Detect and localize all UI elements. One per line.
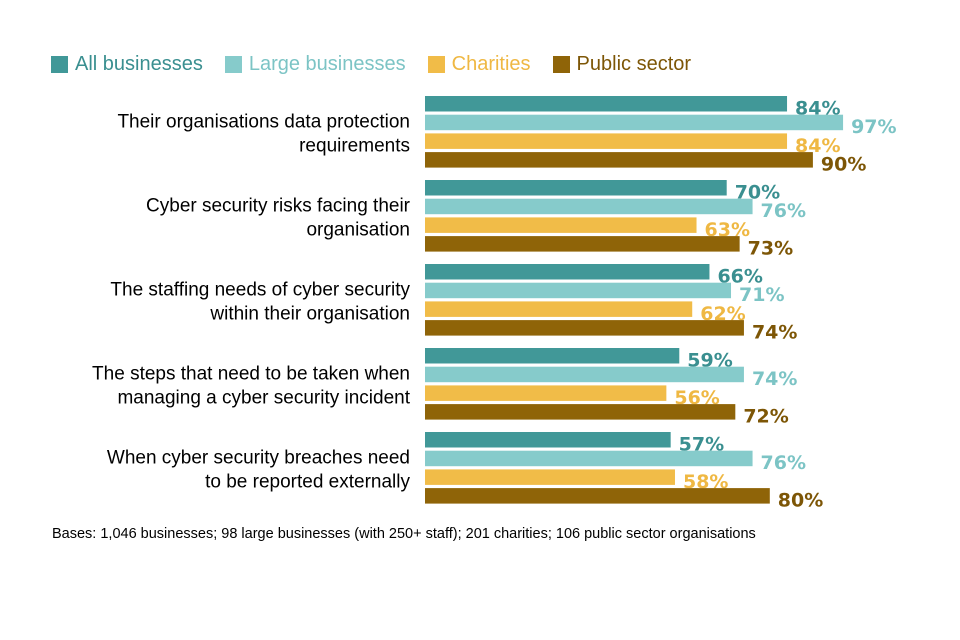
bar-all-businesses bbox=[425, 264, 710, 280]
data-label: 90% bbox=[821, 154, 866, 176]
data-label: 73% bbox=[748, 238, 793, 260]
bar-public-sector bbox=[425, 236, 740, 252]
data-label: 84% bbox=[795, 98, 840, 120]
legend-label: Large businesses bbox=[248, 53, 406, 75]
legend-item-public-sector: Public sector bbox=[552, 53, 692, 76]
data-label: 97% bbox=[851, 116, 896, 138]
data-label: 72% bbox=[743, 406, 788, 428]
bar-charities bbox=[425, 469, 675, 485]
legend-item-large-businesses: Large businesses bbox=[224, 53, 406, 76]
bar-public-sector bbox=[425, 152, 813, 168]
bar-public-sector bbox=[425, 320, 744, 336]
data-label: 62% bbox=[700, 303, 745, 325]
legend: All businesses Large businesses Charities P… bbox=[51, 53, 713, 76]
data-label: 74% bbox=[752, 368, 797, 390]
bar-charities bbox=[425, 301, 693, 317]
bar-large-businesses bbox=[425, 282, 732, 299]
data-label: 63% bbox=[705, 219, 750, 241]
legend-swatch bbox=[552, 56, 570, 73]
data-label: 80% bbox=[778, 490, 823, 512]
bar-public-sector bbox=[425, 488, 770, 504]
bar-large-businesses bbox=[425, 366, 744, 383]
footnote: Bases: 1,046 businesses; 98 large busine… bbox=[52, 526, 756, 542]
data-label: 84% bbox=[795, 135, 840, 157]
category-label: The steps that need to be taken when mana… bbox=[92, 363, 411, 408]
data-label: 70% bbox=[735, 182, 780, 204]
bar-all-businesses bbox=[425, 432, 671, 448]
category-label: When cyber security breaches need to be r… bbox=[107, 447, 411, 492]
category-label: Cyber security risks facing their organis… bbox=[146, 195, 411, 240]
bar-all-businesses bbox=[425, 96, 788, 112]
bar-all-businesses bbox=[425, 180, 727, 196]
data-label: 58% bbox=[683, 471, 728, 493]
bar-charities bbox=[425, 385, 667, 401]
data-label: 76% bbox=[761, 200, 806, 222]
legend-label: Public sector bbox=[576, 53, 692, 75]
legend-swatch bbox=[224, 56, 242, 73]
data-label: 56% bbox=[674, 387, 719, 409]
bar-public-sector bbox=[425, 404, 736, 420]
legend-item-all-businesses: All businesses bbox=[51, 53, 203, 76]
data-label: 57% bbox=[679, 434, 724, 456]
category-label: The staffing needs of cyber security with… bbox=[110, 279, 410, 324]
bar-large-businesses bbox=[425, 450, 753, 467]
legend-label: Charities bbox=[451, 53, 531, 75]
data-label: 59% bbox=[687, 350, 732, 372]
data-label: 71% bbox=[739, 284, 784, 306]
legend-swatch bbox=[51, 56, 68, 73]
bar-all-businesses bbox=[425, 348, 680, 364]
bar-charities bbox=[425, 133, 788, 149]
legend-swatch bbox=[427, 56, 445, 73]
bar-charities bbox=[425, 217, 697, 233]
data-label: 66% bbox=[717, 266, 762, 288]
data-label: 74% bbox=[752, 322, 797, 344]
legend-item-charities: Charities bbox=[427, 53, 531, 76]
bar-large-businesses bbox=[425, 114, 844, 131]
legend-label: All businesses bbox=[75, 53, 203, 75]
category-label: Their organisations data protection requi… bbox=[117, 111, 410, 156]
bar-large-businesses bbox=[425, 198, 753, 215]
data-label: 76% bbox=[761, 452, 806, 474]
